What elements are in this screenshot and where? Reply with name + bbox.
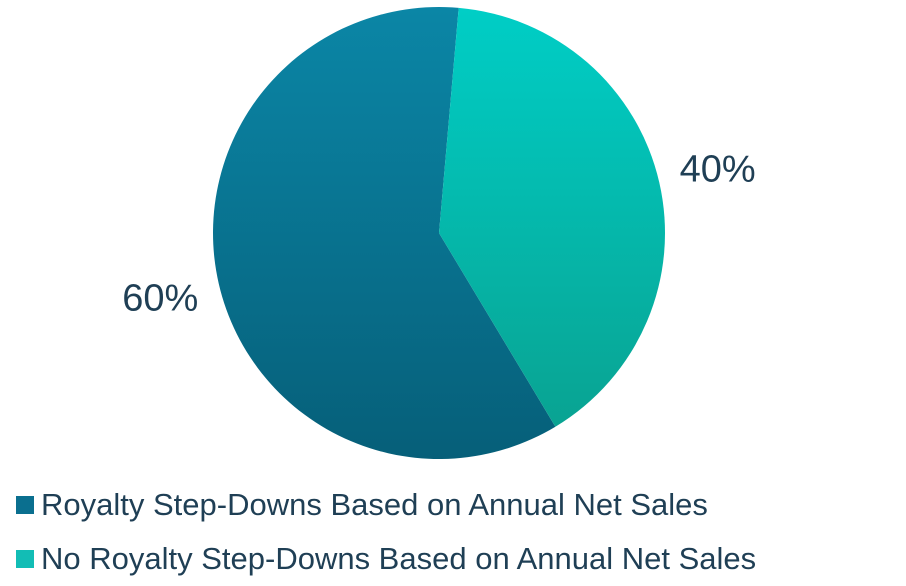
legend-swatch-royalty-step-downs [16,496,34,514]
data-label-royalty-step-downs: 60% [122,277,198,319]
slice-no-royalty-step-downs [439,7,666,427]
pie-data-labels: 60% 40% [122,149,755,320]
legend: Royalty Step-Downs Based on Annual Net S… [16,478,896,586]
pie-slices [213,6,666,459]
legend-label-royalty-step-downs: Royalty Step-Downs Based on Annual Net S… [41,487,708,522]
legend-item-royalty-step-downs: Royalty Step-Downs Based on Annual Net S… [16,478,896,532]
legend-swatch-no-royalty-step-downs [16,550,34,568]
pie-chart: 60% 40% [122,6,756,459]
legend-item-no-royalty-step-downs: No Royalty Step-Downs Based on Annual Ne… [16,532,896,586]
legend-label-no-royalty-step-downs: No Royalty Step-Downs Based on Annual Ne… [41,541,757,576]
slice-royalty-step-downs [213,6,556,459]
data-label-no-royalty-step-downs: 40% [680,149,756,191]
